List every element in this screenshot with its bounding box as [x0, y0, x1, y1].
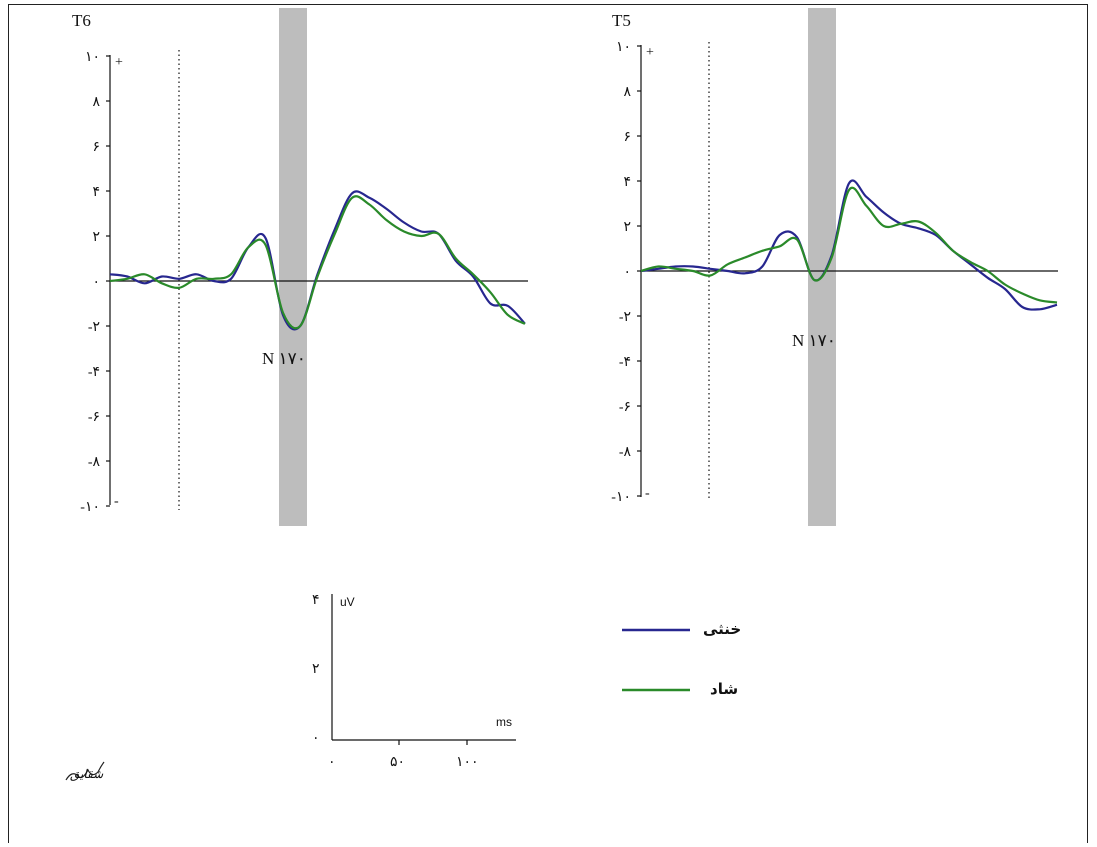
- t6-y-tick-label: ۸: [92, 95, 100, 110]
- t5-y-tick-label: -۲: [619, 310, 631, 325]
- t6-y-tick-label: -۶: [88, 410, 100, 425]
- t5-y-tick-label: ۰: [623, 265, 631, 280]
- scale-x-tick-label: ۵۰: [390, 755, 405, 770]
- legend-label-happy: شاد: [710, 680, 738, 698]
- figure-frame: [8, 4, 1088, 843]
- t6-peak-label: N ۱۷۰: [262, 349, 306, 368]
- scale-y-tick-label: ۲: [312, 662, 320, 677]
- scale-x-tick-label: ۱۰۰: [456, 755, 479, 770]
- t6-y-tick-label: -۲: [88, 320, 100, 335]
- legend: خنثی شاد: [622, 620, 741, 698]
- scale-y-unit: uV: [340, 595, 355, 609]
- t6-y-tick-label: -۸: [88, 455, 101, 470]
- chart-t5: T5 + - ۱۰ ۸ ۶ ۴ ۲ ۰ -۲ -۴ -۶ -۸ -۱۰ N ۱۷۰: [611, 8, 1058, 526]
- t5-series-line-happy: [640, 186, 1058, 304]
- t5-y-tick-label: -۶: [619, 400, 631, 415]
- t6-plus-sign: +: [115, 55, 123, 70]
- t6-y-tick-label: ۱۰: [85, 50, 100, 65]
- signature: شقایق: [65, 761, 105, 781]
- t5-y-tick-label: ۶: [623, 130, 631, 145]
- t6-title: T6: [72, 11, 91, 30]
- t5-y-tick-label: ۱۰: [616, 40, 631, 55]
- chart-t6: T6 + - ۱۰ ۸ ۶ ۴ ۲ ۰ -۲ -۴ -۶ -۸ -۱۰ N ۱۷۰: [72, 8, 528, 526]
- t5-series-line-neutral: [640, 179, 1058, 311]
- scale-x-tick-label: ۰: [328, 755, 336, 770]
- t5-title: T5: [612, 11, 631, 30]
- t6-y-tick-label: -۴: [88, 365, 100, 380]
- legend-label-neutral: خنثی: [703, 620, 741, 638]
- scale-y-tick-label: ۴: [312, 593, 320, 608]
- t5-y-tick-label: ۴: [623, 175, 631, 190]
- t5-n170-window: [808, 8, 836, 526]
- t6-y-tick-label: ۰: [92, 275, 100, 290]
- t5-y-tick-label: -۴: [619, 355, 631, 370]
- signature-text: شقایق: [70, 767, 104, 781]
- t5-y-tick-label: ۸: [623, 85, 631, 100]
- t6-minus-sign: -: [114, 494, 119, 509]
- scale-x-unit: ms: [496, 715, 512, 729]
- t5-peak-label: N ۱۷۰: [792, 331, 836, 350]
- scale-y-tick-label: ۰: [312, 731, 320, 746]
- t5-minus-sign: -: [645, 486, 650, 501]
- t5-y-tick-label: -۱۰: [611, 490, 631, 505]
- t6-series-line-neutral: [109, 190, 526, 331]
- t5-plus-sign: +: [646, 45, 654, 60]
- t6-y-tick-label: ۲: [92, 230, 100, 245]
- t6-y-tick-label: ۴: [92, 185, 100, 200]
- t6-series-line-happy: [109, 195, 526, 330]
- t5-y-tick-label: ۲: [623, 220, 631, 235]
- t6-y-tick-label: -۱۰: [80, 500, 100, 515]
- t6-n170-window: [279, 8, 307, 526]
- scale-bar: uV ms ۴ ۲ ۰ ۰ ۵۰ ۱۰۰: [312, 593, 516, 770]
- t6-y-tick-label: ۶: [92, 140, 100, 155]
- t5-y-tick-label: -۸: [619, 445, 632, 460]
